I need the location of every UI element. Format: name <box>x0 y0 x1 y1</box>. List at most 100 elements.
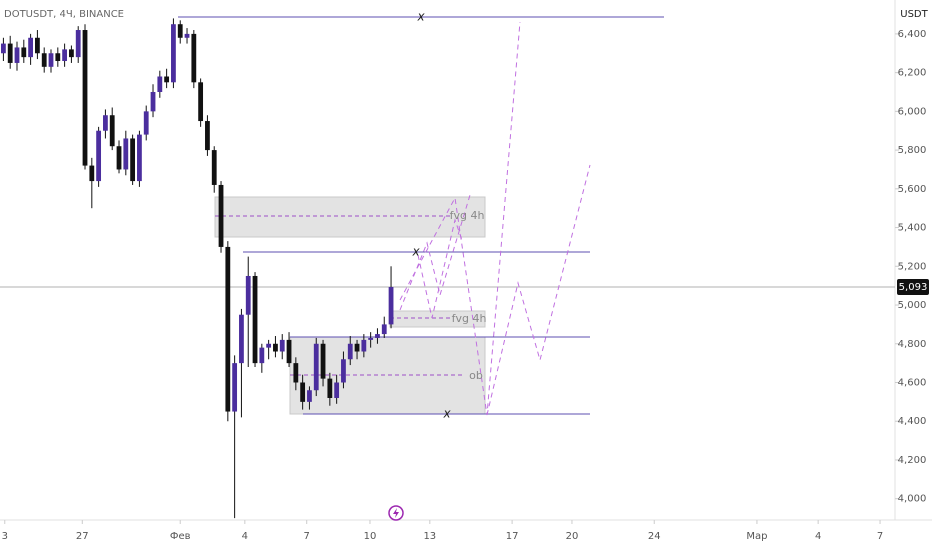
zone-label: fvg 4h <box>450 209 485 222</box>
candle-body <box>69 49 74 58</box>
y-tick-label: 5,000 <box>898 300 927 311</box>
candle-body <box>327 378 333 398</box>
candle-body <box>252 275 258 364</box>
candle-body <box>157 76 163 92</box>
y-tick-label: 4,600 <box>898 377 927 388</box>
y-tick-label: 5,200 <box>898 261 927 272</box>
level-label: x <box>416 10 425 24</box>
x-tick-label: 17 <box>506 531 519 542</box>
x-tick-label: 24 <box>648 531 661 542</box>
candle-body <box>96 130 102 182</box>
x-tick-label: 7 <box>304 531 310 542</box>
y-tick-label: 6,200 <box>898 68 927 79</box>
candle-body <box>75 30 81 58</box>
candle-body <box>218 184 224 247</box>
y-tick-label: 4,000 <box>898 494 927 505</box>
last-price-tag <box>897 279 929 296</box>
candle-body <box>48 53 54 67</box>
candle-body <box>279 339 285 352</box>
currency-label: USDT <box>900 9 928 20</box>
candle-body <box>89 165 95 182</box>
x-tick-label: Мар <box>746 531 767 542</box>
candle-body <box>35 37 40 54</box>
candle-body <box>375 334 380 338</box>
candle-body <box>273 343 278 352</box>
x-tick-label: 4 <box>242 531 248 542</box>
candle-body <box>361 339 367 352</box>
candle-body <box>55 53 61 62</box>
x-tick-label: 20 <box>566 531 579 542</box>
symbol-title: DOTUSDT, 4Ч, BINANCE <box>4 9 124 20</box>
y-tick-label: 5,600 <box>898 184 927 195</box>
candle-body <box>293 363 299 383</box>
candle-body <box>354 343 360 352</box>
y-tick-label: 4,800 <box>898 339 927 350</box>
event-icon[interactable] <box>388 505 404 521</box>
x-tick-label: Фев <box>170 531 191 542</box>
projection-path <box>399 194 471 311</box>
x-tick-label: 13 <box>423 531 436 542</box>
candle-body <box>334 382 340 398</box>
y-tick-label: 5,800 <box>898 145 927 156</box>
candle-body <box>286 339 292 364</box>
last-price-label: 5,093 <box>899 282 928 293</box>
level-label: x <box>442 407 451 421</box>
candle-body <box>103 115 108 131</box>
y-tick-label: 4,400 <box>898 416 927 427</box>
candle-body <box>62 49 68 62</box>
candle-body <box>109 115 115 147</box>
candle-body <box>28 37 34 58</box>
candle-body <box>205 121 210 151</box>
candles <box>1 18 394 519</box>
candle-body <box>143 111 149 135</box>
candle-body <box>388 287 394 325</box>
y-tick-label: 4,200 <box>898 455 927 466</box>
candle-body <box>41 53 47 67</box>
zone-label: ob <box>469 369 483 382</box>
y-tick-label: 6,000 <box>898 106 927 117</box>
y-tick-label: 6,400 <box>898 29 927 40</box>
y-tick-label: 5,400 <box>898 223 927 234</box>
candle-body <box>21 47 27 58</box>
candle-body <box>211 150 217 185</box>
x-tick-label: 10 <box>364 531 377 542</box>
level-label: x <box>411 245 420 259</box>
candle-body <box>245 275 251 315</box>
candle-body <box>320 343 326 379</box>
x-tick-label: 4 <box>815 531 821 542</box>
candle-body <box>150 91 156 112</box>
candle-body <box>82 30 88 166</box>
projection-path <box>417 218 463 319</box>
candle-body <box>300 382 306 402</box>
candle-body <box>177 24 183 38</box>
candle-body <box>313 343 319 391</box>
candle-body <box>184 33 190 38</box>
x-tick-label: 7 <box>877 531 883 542</box>
candle-body <box>116 146 122 170</box>
candle-body <box>130 138 136 182</box>
candle-body <box>368 337 374 340</box>
candle-body <box>381 324 387 335</box>
candle-body <box>171 24 176 83</box>
candle-body <box>7 43 13 63</box>
candle-body <box>266 343 272 348</box>
x-tick-label: 3 <box>2 531 8 542</box>
candle-body <box>164 76 170 83</box>
candle-body <box>137 134 142 182</box>
icon-bolt[interactable] <box>393 508 399 518</box>
fvg-zone <box>214 196 486 238</box>
candle-body <box>225 246 231 412</box>
projection-path <box>486 164 591 416</box>
candle-body <box>341 359 346 383</box>
candle-body <box>198 82 204 122</box>
candle-body <box>347 343 353 360</box>
candle-body <box>191 33 197 83</box>
x-tick-label: 27 <box>76 531 89 542</box>
candle-body <box>123 138 129 170</box>
candle-body <box>1 43 6 54</box>
candle-body <box>239 314 244 364</box>
zone-label: fvg 4h <box>452 312 487 325</box>
candle-body <box>307 390 312 402</box>
candle-body <box>14 47 20 63</box>
